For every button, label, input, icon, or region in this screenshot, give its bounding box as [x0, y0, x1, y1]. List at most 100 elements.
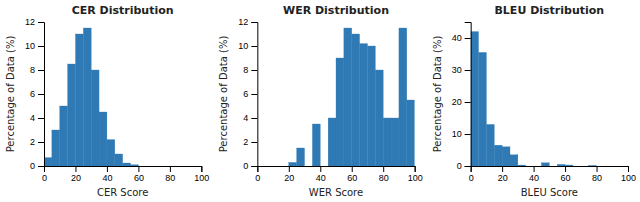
- x-tick-mark: [170, 166, 171, 172]
- y-axis-title: Percentage of Data (%): [432, 36, 443, 153]
- x-axis-line: [45, 167, 202, 173]
- x-tick-label: 40: [316, 173, 326, 183]
- x-axis-title: BLEU Score: [521, 187, 578, 198]
- bar: [312, 124, 320, 166]
- bar: [107, 140, 115, 166]
- x-tick: 100: [621, 166, 636, 183]
- bar: [297, 148, 305, 166]
- x-tick-label: 20: [71, 173, 81, 183]
- y-axis: 024681012: [25, 17, 45, 171]
- bar: [44, 158, 52, 166]
- y-tick: 12: [238, 17, 257, 27]
- x-tick: 0: [469, 166, 474, 183]
- y-tick-mark: [38, 118, 44, 119]
- y-tick-label: 12: [238, 17, 248, 27]
- bar: [534, 166, 542, 167]
- bar: [68, 64, 76, 166]
- x-tick: 60: [347, 166, 357, 183]
- y-tick-label: 10: [238, 41, 248, 51]
- y-tick: 0: [243, 161, 257, 171]
- y-axis-line: [251, 23, 258, 167]
- y-tick-mark: [465, 38, 471, 39]
- y-tick-label: 6: [30, 89, 35, 99]
- y-tick-label: 0: [457, 161, 462, 171]
- y-tick-label: 6: [243, 89, 248, 99]
- y-tick-label: 10: [452, 129, 462, 139]
- x-tick: 100: [408, 166, 423, 183]
- x-tick-label: 0: [255, 173, 260, 183]
- bar: [131, 165, 139, 166]
- title: CER Distribution: [72, 4, 174, 17]
- bar: [383, 118, 391, 166]
- y-tick-mark: [38, 94, 44, 95]
- x-tick-label: 20: [284, 173, 294, 183]
- bar: [75, 34, 83, 166]
- bar: [518, 165, 526, 166]
- y-tick-mark: [251, 142, 257, 143]
- x-tick: 40: [529, 166, 539, 183]
- y-axis-title: Percentage of Data (%): [218, 36, 229, 153]
- y-tick-mark: [251, 70, 257, 71]
- y-tick-label: 2: [243, 137, 248, 147]
- bar: [367, 46, 375, 166]
- bar: [328, 118, 336, 166]
- bar: [344, 28, 352, 166]
- x-axis-line: [258, 167, 415, 173]
- title: WER Distribution: [283, 4, 389, 17]
- y-tick-label: 0: [30, 161, 35, 171]
- bar: [123, 163, 131, 166]
- y-tick-mark: [38, 70, 44, 71]
- x-tick-mark: [75, 166, 76, 172]
- bar: [289, 162, 297, 166]
- x-tick: 80: [165, 166, 175, 183]
- x-tick: 40: [102, 166, 112, 183]
- x-tick: 40: [316, 166, 326, 183]
- y-tick: 8: [30, 65, 44, 75]
- y-tick: 2: [243, 137, 257, 147]
- y-tick-mark: [251, 22, 257, 23]
- x-tick-label: 100: [621, 173, 636, 183]
- x-tick-mark: [289, 166, 290, 172]
- bar: [581, 166, 589, 167]
- panel: 020406080100024681012WER DistributionWER…: [218, 4, 422, 198]
- panel: 020406080100024681012CER DistributionCER…: [5, 4, 209, 198]
- bar: [494, 145, 502, 166]
- y-tick: 6: [30, 89, 44, 99]
- panel: 020406080100010203040BLEU DistributionBL…: [432, 4, 636, 198]
- y-tick: 0: [457, 161, 471, 171]
- x-tick-mark: [502, 166, 503, 172]
- y-tick-mark: [38, 46, 44, 47]
- bar: [399, 28, 407, 166]
- x-tick-label: 0: [42, 173, 47, 183]
- x-tick: 20: [71, 166, 81, 183]
- x-axis-line: [471, 167, 628, 173]
- bar: [565, 165, 573, 166]
- bars: [289, 28, 415, 166]
- bar: [83, 28, 91, 166]
- x-tick-label: 60: [347, 173, 357, 183]
- x-tick-label: 100: [194, 173, 209, 183]
- x-tick-mark: [352, 166, 353, 172]
- x-tick-mark: [597, 166, 598, 172]
- bar: [60, 106, 68, 166]
- y-axis-line: [465, 23, 472, 167]
- bar: [557, 164, 565, 166]
- bar: [391, 118, 399, 166]
- y-tick: 0: [30, 161, 44, 171]
- bar: [479, 52, 487, 166]
- x-tick-label: 40: [102, 173, 112, 183]
- x-axis: 020406080100: [255, 166, 422, 183]
- y-tick-mark: [38, 166, 44, 167]
- y-tick-label: 8: [243, 65, 248, 75]
- y-tick-label: 4: [243, 113, 248, 123]
- bar: [486, 124, 494, 166]
- figure: 020406080100024681012CER DistributionCER…: [0, 0, 640, 202]
- bars: [471, 32, 597, 166]
- bar: [115, 154, 123, 166]
- x-tick: 100: [194, 166, 209, 183]
- y-tick: 20: [452, 97, 471, 107]
- y-tick-label: 4: [30, 113, 35, 123]
- y-tick-label: 40: [452, 33, 462, 43]
- y-tick-mark: [465, 166, 471, 167]
- x-tick-label: 60: [561, 173, 571, 183]
